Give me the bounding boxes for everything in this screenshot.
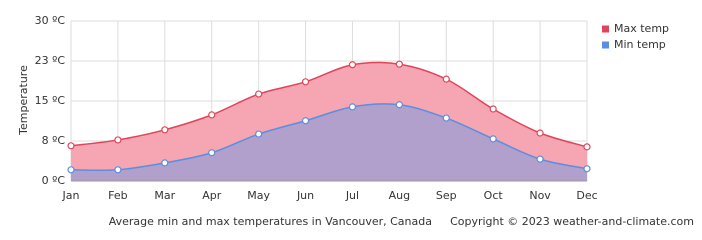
point xyxy=(489,135,497,143)
legend-swatch xyxy=(602,41,609,49)
x-tick-label: Apr xyxy=(202,189,222,202)
x-tick-label: Feb xyxy=(108,189,127,202)
legend-label: Min temp xyxy=(614,38,666,51)
point xyxy=(583,143,591,151)
line xyxy=(70,103,588,172)
point xyxy=(489,105,497,113)
x-tick-label: Sep xyxy=(436,189,457,202)
y-tick-label: 30 ºC xyxy=(35,14,66,27)
x-tick-label: May xyxy=(247,189,270,202)
point xyxy=(161,159,169,167)
point xyxy=(536,129,544,137)
point xyxy=(583,165,591,173)
x-tick-label: Dec xyxy=(576,189,597,202)
point xyxy=(301,78,310,86)
point xyxy=(67,166,75,174)
point xyxy=(255,130,263,138)
point xyxy=(442,114,450,122)
x-tick-label: Nov xyxy=(529,189,551,202)
legend-label: Max temp xyxy=(614,22,669,35)
y-tick-label: 0 ºC xyxy=(42,174,66,187)
point xyxy=(114,136,122,144)
point xyxy=(208,149,216,157)
point xyxy=(255,90,263,98)
point xyxy=(395,101,403,109)
point xyxy=(208,111,216,119)
y-tick-label: 8 ºC xyxy=(42,134,66,147)
point xyxy=(395,60,403,68)
y-tick-label: 15 ºC xyxy=(35,94,66,107)
y-tick-label: 23 ºC xyxy=(35,54,66,67)
x-tick-label: Jul xyxy=(345,189,359,202)
x-tick-label: Mar xyxy=(154,189,175,202)
point xyxy=(536,155,544,163)
legend-swatch xyxy=(602,25,609,33)
point xyxy=(301,117,310,125)
point xyxy=(442,75,450,83)
x-tick-label: Oct xyxy=(484,189,504,202)
point xyxy=(348,61,357,69)
y-axis-label: Temperature xyxy=(17,65,30,136)
caption: Average min and max temperatures in Vanc… xyxy=(109,215,432,228)
point xyxy=(348,103,357,111)
copyright: Copyright © 2023 weather-and-climate.com xyxy=(450,215,694,228)
point xyxy=(161,126,169,134)
x-tick-label: Jun xyxy=(296,189,314,202)
line xyxy=(70,61,588,148)
chart: Temperature Average min and max temperat… xyxy=(17,14,694,228)
x-tick-label: Aug xyxy=(389,189,410,202)
point xyxy=(114,166,122,174)
x-tick-label: Jan xyxy=(62,189,80,202)
point xyxy=(67,142,75,150)
